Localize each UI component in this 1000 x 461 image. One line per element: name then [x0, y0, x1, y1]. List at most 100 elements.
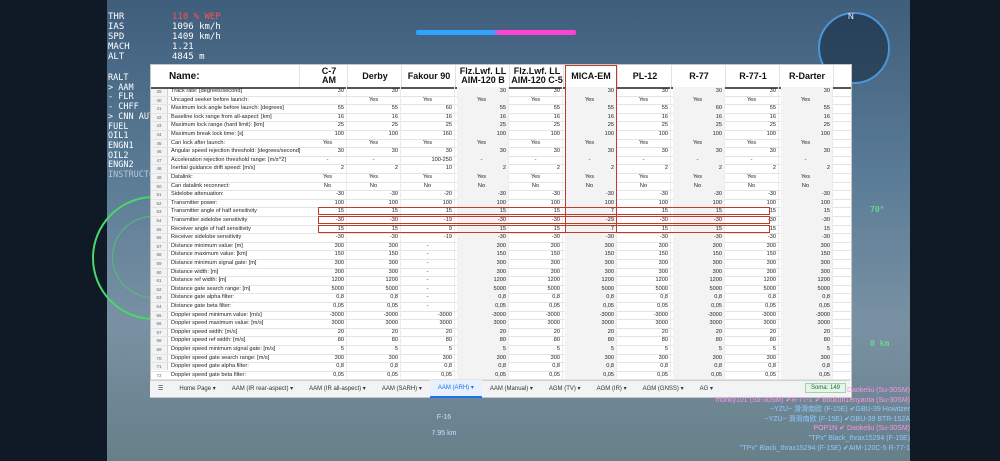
- table-cell[interactable]: -29: [565, 216, 617, 225]
- table-cell[interactable]: 2: [457, 164, 509, 173]
- table-cell[interactable]: 300: [457, 259, 509, 268]
- table-cell[interactable]: 15: [727, 224, 779, 234]
- table-cell[interactable]: 5000: [727, 284, 779, 294]
- table-cell[interactable]: -30: [781, 233, 833, 242]
- table-cell[interactable]: 5: [349, 345, 401, 354]
- table-cell[interactable]: 15: [673, 224, 725, 234]
- table-cell[interactable]: 300: [311, 241, 347, 251]
- table-cell[interactable]: 3000: [403, 319, 455, 328]
- table-cell[interactable]: 300: [727, 267, 779, 277]
- table-cell[interactable]: 15: [457, 207, 509, 216]
- table-cell[interactable]: 20: [781, 327, 833, 337]
- table-cell[interactable]: 20: [349, 327, 401, 337]
- table-cell[interactable]: 25: [457, 121, 509, 130]
- table-cell[interactable]: [311, 95, 347, 105]
- column-header[interactable]: Flz.Lwf. LL AIM-120 B: [457, 65, 510, 87]
- table-cell[interactable]: 300: [565, 267, 617, 277]
- table-cell[interactable]: No: [349, 181, 401, 191]
- sheet-tab[interactable]: AGM (TV) ▾: [548, 386, 581, 392]
- table-cell[interactable]: 0,05: [311, 370, 347, 380]
- table-cell[interactable]: 0,05: [781, 302, 833, 311]
- table-cell[interactable]: 1200: [511, 276, 563, 285]
- table-cell[interactable]: 300: [619, 353, 671, 363]
- column-header[interactable]: MICA-EM: [565, 65, 618, 87]
- table-cell[interactable]: 0,8: [349, 362, 401, 371]
- table-cell[interactable]: 1200: [781, 276, 833, 285]
- table-cell[interactable]: -: [781, 155, 833, 165]
- table-cell[interactable]: 3000: [457, 319, 509, 328]
- table-cell[interactable]: 15: [311, 224, 347, 234]
- table-cell[interactable]: 0,8: [349, 293, 401, 302]
- table-cell[interactable]: 30: [403, 147, 455, 156]
- table-cell[interactable]: 2: [311, 164, 347, 173]
- table-cell[interactable]: 60: [403, 104, 455, 113]
- column-header[interactable]: C-7 AM: [311, 65, 348, 87]
- table-cell[interactable]: 5000: [565, 284, 617, 294]
- table-cell[interactable]: 150: [349, 250, 401, 259]
- table-cell[interactable]: No: [565, 181, 617, 191]
- sheet-tab[interactable]: AAM (IR rear-aspect) ▾: [231, 386, 294, 392]
- sheet-tab[interactable]: Home Page ▾: [179, 386, 216, 392]
- table-cell[interactable]: 20: [673, 327, 725, 337]
- table-cell[interactable]: -30: [349, 233, 401, 242]
- column-header[interactable]: R-Darter: [781, 65, 834, 87]
- table-cell[interactable]: Yes: [457, 173, 509, 182]
- table-cell[interactable]: 300: [781, 259, 833, 268]
- table-cell[interactable]: Yes: [619, 173, 671, 182]
- table-cell[interactable]: 5000: [349, 284, 401, 294]
- table-cell[interactable]: 150: [673, 250, 725, 259]
- table-cell[interactable]: 25: [349, 121, 401, 130]
- table-cell[interactable]: -30: [349, 216, 401, 225]
- table-cell[interactable]: 0,8: [727, 293, 779, 302]
- table-cell[interactable]: -3000: [511, 310, 563, 320]
- table-cell[interactable]: 30: [619, 147, 671, 156]
- table-cell[interactable]: -3000: [619, 310, 671, 320]
- column-header[interactable]: R-77-1: [727, 65, 780, 87]
- table-cell[interactable]: 300: [349, 259, 401, 268]
- table-cell[interactable]: 25: [511, 121, 563, 130]
- table-cell[interactable]: 25: [727, 121, 779, 130]
- table-cell[interactable]: Yes: [311, 173, 347, 182]
- table-cell[interactable]: 300: [511, 259, 563, 268]
- table-cell[interactable]: 9: [403, 224, 455, 234]
- table-cell[interactable]: 25: [403, 121, 455, 130]
- table-cell[interactable]: 30: [673, 87, 725, 96]
- table-cell[interactable]: 15: [349, 207, 401, 216]
- table-cell[interactable]: No: [311, 181, 347, 191]
- table-cell[interactable]: 5000: [311, 284, 347, 294]
- sheet-tab[interactable]: AAM (ARH) ▾: [429, 380, 482, 398]
- table-cell[interactable]: 2: [727, 164, 779, 173]
- table-cell[interactable]: 25: [781, 121, 833, 130]
- table-cell[interactable]: Yes: [673, 173, 725, 182]
- table-cell[interactable]: 30: [781, 147, 833, 156]
- table-cell[interactable]: -: [511, 155, 563, 165]
- table-cell[interactable]: 30: [349, 87, 401, 96]
- table-cell[interactable]: Yes: [311, 138, 347, 148]
- table-cell[interactable]: 100: [457, 198, 509, 208]
- table-cell[interactable]: 300: [727, 259, 779, 268]
- table-row[interactable]: 67 Doppler speed width: [m/s] 20 20 20 20 20 20…: [151, 327, 851, 338]
- table-cell[interactable]: 100: [349, 130, 401, 139]
- sheet-tab[interactable]: AAM (Manual) ▾: [489, 386, 533, 392]
- table-cell[interactable]: -3000: [781, 310, 833, 320]
- table-row[interactable]: 72 Doppler speed gate beta filter: 0,05 0,0…: [151, 370, 851, 381]
- table-cell[interactable]: -3000: [727, 310, 779, 320]
- table-cell[interactable]: 15: [511, 207, 563, 216]
- table-cell[interactable]: Yes: [403, 95, 455, 105]
- table-cell[interactable]: -3000: [565, 310, 617, 320]
- table-cell[interactable]: 3000: [349, 319, 401, 328]
- table-cell[interactable]: 20: [403, 327, 455, 337]
- table-cell[interactable]: 100: [511, 198, 563, 208]
- table-cell[interactable]: -30: [619, 190, 671, 199]
- table-cell[interactable]: 0,8: [619, 362, 671, 371]
- table-cell[interactable]: -: [349, 155, 401, 165]
- table-cell[interactable]: 0,05: [457, 370, 509, 380]
- table-cell[interactable]: Yes: [349, 138, 401, 148]
- table-cell[interactable]: -30: [349, 190, 401, 199]
- table-cell[interactable]: 0,8: [457, 362, 509, 371]
- table-cell[interactable]: Yes: [727, 173, 779, 182]
- column-header[interactable]: PL-12: [619, 65, 672, 87]
- table-cell[interactable]: 150: [311, 250, 347, 259]
- sheet-tab[interactable]: AAM (IR all-aspect) ▾: [309, 386, 366, 392]
- table-cell[interactable]: -: [673, 155, 725, 165]
